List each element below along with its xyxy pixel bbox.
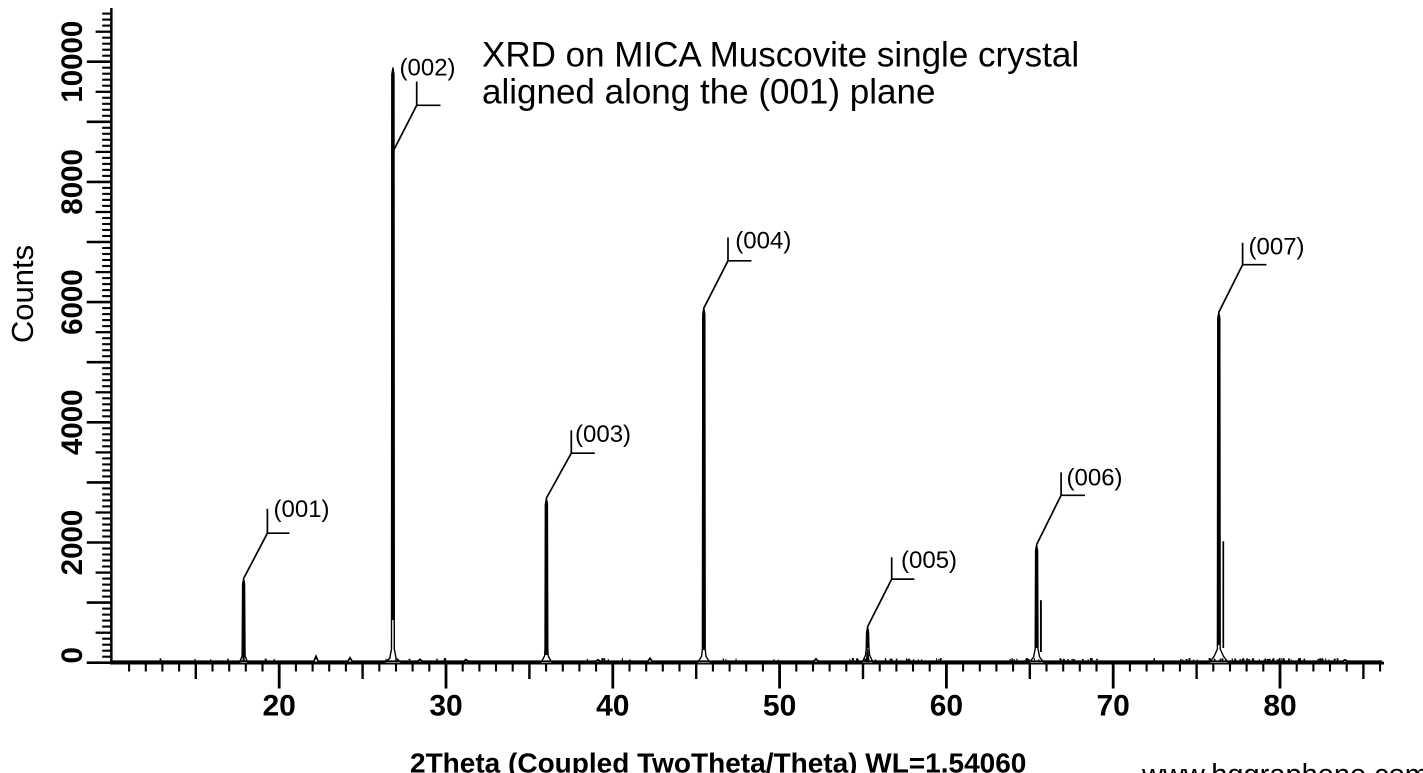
svg-text:(007): (007)	[1249, 234, 1305, 261]
svg-text:(004): (004)	[735, 228, 791, 255]
svg-text:2Theta (Coupled TwoTheta/Theta: 2Theta (Coupled TwoTheta/Theta) WL=1.540…	[410, 748, 1026, 773]
svg-text:70: 70	[1097, 689, 1130, 722]
svg-text:8000: 8000	[56, 149, 89, 215]
svg-text:4000: 4000	[56, 389, 89, 455]
svg-text:20: 20	[263, 689, 296, 722]
svg-text:30: 30	[429, 689, 462, 722]
svg-text:60: 60	[930, 689, 963, 722]
svg-text:40: 40	[596, 689, 629, 722]
svg-text:aligned along the (001) plane: aligned along the (001) plane	[482, 73, 935, 112]
svg-text:6000: 6000	[56, 269, 89, 335]
svg-text:XRD on MICA Muscovite single c: XRD on MICA Muscovite single crystal	[482, 36, 1079, 75]
svg-text:(001): (001)	[274, 496, 330, 523]
svg-text:2000: 2000	[56, 510, 89, 576]
svg-text:(002): (002)	[400, 55, 456, 82]
svg-text:50: 50	[763, 689, 796, 722]
svg-text:10000: 10000	[56, 21, 89, 103]
svg-text:(005): (005)	[901, 547, 957, 574]
svg-text:80: 80	[1263, 689, 1296, 722]
svg-text:www.hqgraphene.com: www.hqgraphene.com	[1141, 759, 1423, 773]
svg-text:(006): (006)	[1067, 465, 1123, 492]
svg-text:Counts: Counts	[5, 245, 40, 343]
svg-text:0: 0	[56, 647, 89, 663]
svg-text:(003): (003)	[575, 421, 631, 448]
